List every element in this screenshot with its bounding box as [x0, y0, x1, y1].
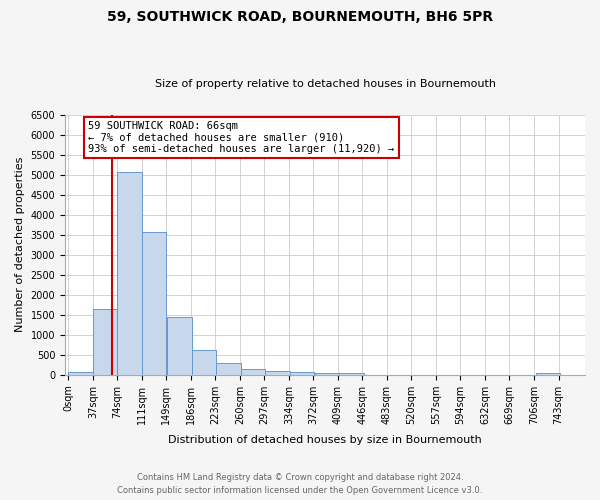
Y-axis label: Number of detached properties: Number of detached properties — [15, 157, 25, 332]
Bar — [536, 372, 560, 374]
Bar — [142, 232, 166, 374]
Bar — [191, 350, 216, 374]
Bar — [216, 362, 241, 374]
X-axis label: Distribution of detached houses by size in Bournemouth: Distribution of detached houses by size … — [168, 435, 482, 445]
Bar — [315, 373, 339, 374]
Bar — [93, 310, 118, 374]
Bar — [241, 368, 265, 374]
Bar — [118, 172, 142, 374]
Title: Size of property relative to detached houses in Bournemouth: Size of property relative to detached ho… — [155, 79, 496, 89]
Bar — [290, 372, 314, 374]
Text: 59, SOUTHWICK ROAD, BOURNEMOUTH, BH6 5PR: 59, SOUTHWICK ROAD, BOURNEMOUTH, BH6 5PR — [107, 10, 493, 24]
Bar — [265, 370, 290, 374]
Bar — [68, 372, 93, 374]
Text: 59 SOUTHWICK ROAD: 66sqm
← 7% of detached houses are smaller (910)
93% of semi-d: 59 SOUTHWICK ROAD: 66sqm ← 7% of detache… — [88, 121, 394, 154]
Bar — [167, 318, 191, 374]
Text: Contains HM Land Registry data © Crown copyright and database right 2024.
Contai: Contains HM Land Registry data © Crown c… — [118, 474, 482, 495]
